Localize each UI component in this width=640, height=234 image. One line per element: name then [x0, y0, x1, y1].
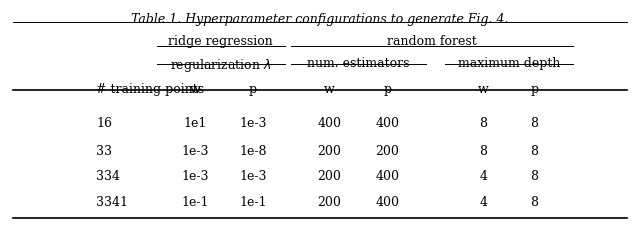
- Text: 8: 8: [531, 145, 538, 158]
- Text: 1e-1: 1e-1: [239, 196, 266, 209]
- Text: maximum depth: maximum depth: [458, 57, 560, 70]
- Text: p: p: [383, 83, 391, 96]
- Text: 33: 33: [96, 145, 112, 158]
- Text: 200: 200: [317, 196, 342, 209]
- Text: p: p: [249, 83, 257, 96]
- Text: 1e1: 1e1: [184, 117, 207, 130]
- Text: 1e-3: 1e-3: [239, 170, 266, 183]
- Text: 200: 200: [317, 145, 342, 158]
- Text: 200: 200: [317, 170, 342, 183]
- Text: regularization $\lambda$: regularization $\lambda$: [170, 57, 271, 74]
- Text: p: p: [531, 83, 538, 96]
- Text: # training points: # training points: [96, 83, 204, 96]
- Text: 8: 8: [531, 117, 538, 130]
- Text: 400: 400: [375, 117, 399, 130]
- Text: 1e-3: 1e-3: [182, 170, 209, 183]
- Text: w: w: [324, 83, 335, 96]
- Text: 400: 400: [375, 170, 399, 183]
- Text: 8: 8: [479, 145, 487, 158]
- Text: 334: 334: [96, 170, 120, 183]
- Text: ridge regression: ridge regression: [168, 35, 273, 48]
- Text: 3341: 3341: [96, 196, 128, 209]
- Text: 4: 4: [479, 196, 487, 209]
- Text: 4: 4: [479, 170, 487, 183]
- Text: 16: 16: [96, 117, 112, 130]
- Text: 8: 8: [479, 117, 487, 130]
- Text: 1e-8: 1e-8: [239, 145, 266, 158]
- Text: 400: 400: [375, 196, 399, 209]
- Text: 8: 8: [531, 196, 538, 209]
- Text: 200: 200: [375, 145, 399, 158]
- Text: random forest: random forest: [387, 35, 477, 48]
- Text: 8: 8: [531, 170, 538, 183]
- Text: 1e-3: 1e-3: [239, 117, 266, 130]
- Text: Table 1. Hyperparameter configurations to generate Fig. 4.: Table 1. Hyperparameter configurations t…: [131, 13, 509, 26]
- Text: w: w: [478, 83, 488, 96]
- Text: w: w: [190, 83, 200, 96]
- Text: 1e-3: 1e-3: [182, 145, 209, 158]
- Text: 400: 400: [317, 117, 342, 130]
- Text: 1e-1: 1e-1: [182, 196, 209, 209]
- Text: num. estimators: num. estimators: [307, 57, 410, 70]
